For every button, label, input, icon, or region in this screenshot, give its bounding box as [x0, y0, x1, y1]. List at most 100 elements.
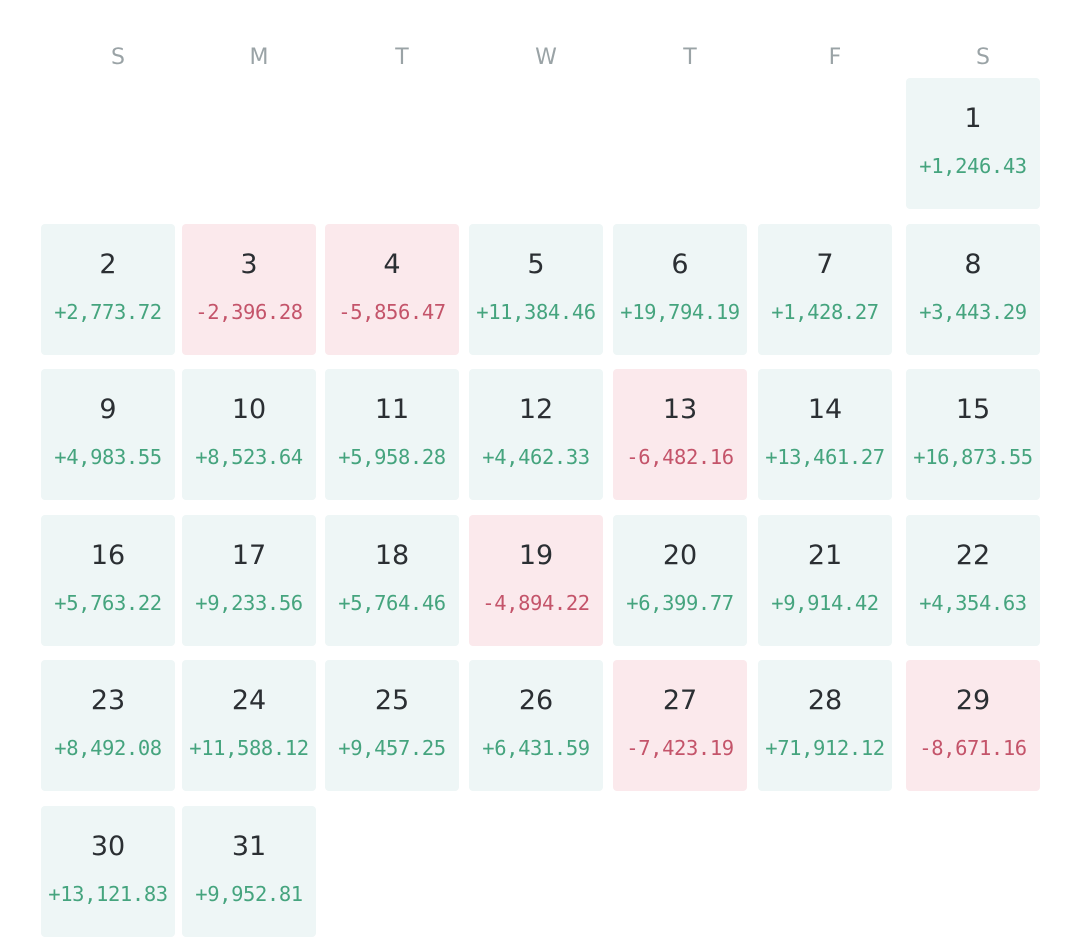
day-cell-14[interactable]: 14 +13,461.27 — [758, 369, 892, 500]
day-cell-25[interactable]: 25 +9,457.25 — [325, 660, 459, 791]
day-cell-7[interactable]: 7 +1,428.27 — [758, 223, 892, 355]
day-number: 23 — [90, 685, 126, 716]
day-number: 16 — [90, 539, 126, 571]
day-pnl-value: +11,588.12 — [189, 736, 309, 760]
day-pnl-value: +9,233.56 — [195, 590, 303, 615]
weekday-label: T — [395, 45, 409, 70]
day-pnl-value: +4,462.33 — [482, 445, 590, 469]
day-pnl-value: +5,763.22 — [54, 590, 162, 615]
day-number: 28 — [807, 685, 843, 716]
day-number: 12 — [518, 394, 554, 425]
day-number: 14 — [807, 394, 843, 425]
day-cell-5[interactable]: 5 +11,384.46 — [469, 223, 603, 355]
day-cell-16[interactable]: 16 +5,763.22 — [41, 514, 175, 646]
day-pnl-value: +8,492.08 — [54, 736, 162, 760]
day-number: 17 — [231, 539, 267, 571]
day-cell-29[interactable]: 29 -8,671.16 — [906, 660, 1040, 791]
day-cell-19[interactable]: 19 -4,894.22 — [469, 514, 603, 646]
day-number: 8 — [964, 248, 982, 280]
day-cell-30[interactable]: 30 +13,121.83 — [41, 805, 175, 937]
day-number: 6 — [671, 248, 689, 280]
day-cell-2[interactable]: 2 +2,773.72 — [41, 223, 175, 355]
day-number: 15 — [955, 394, 991, 425]
day-cell-24[interactable]: 24 +11,588.12 — [182, 660, 316, 791]
weekday-label: W — [535, 45, 557, 70]
day-pnl-value: +13,461.27 — [765, 445, 885, 469]
day-pnl-value: +9,952.81 — [195, 881, 303, 906]
day-pnl-value: +1,428.27 — [771, 299, 879, 324]
day-pnl-value: +5,958.28 — [338, 445, 446, 469]
day-pnl-value: +9,914.42 — [771, 590, 879, 615]
day-pnl-value: -8,671.16 — [919, 736, 1027, 760]
day-pnl-value: +16,873.55 — [913, 445, 1033, 469]
day-number: 9 — [99, 394, 117, 425]
day-pnl-value: +8,523.64 — [195, 445, 303, 469]
day-number: 20 — [662, 539, 698, 571]
day-number: 5 — [527, 248, 545, 280]
day-cell-4[interactable]: 4 -5,856.47 — [325, 223, 459, 355]
day-number: 2 — [99, 248, 117, 280]
day-number: 24 — [231, 685, 267, 716]
day-pnl-value: +2,773.72 — [54, 299, 162, 324]
day-pnl-value: -4,894.22 — [482, 590, 590, 615]
day-pnl-value: -5,856.47 — [338, 299, 446, 324]
day-pnl-value: +9,457.25 — [338, 736, 446, 760]
day-cell-18[interactable]: 18 +5,764.46 — [325, 514, 459, 646]
day-cell-26[interactable]: 26 +6,431.59 — [469, 660, 603, 791]
day-pnl-value: +19,794.19 — [620, 299, 740, 324]
day-number: 11 — [374, 394, 410, 425]
day-number: 10 — [231, 394, 267, 425]
day-pnl-value: +5,764.46 — [338, 590, 446, 615]
day-cell-1[interactable]: 1 +1,246.43 — [906, 78, 1040, 209]
day-number: 1 — [964, 103, 982, 134]
day-number: 29 — [955, 685, 991, 716]
day-number: 30 — [90, 830, 126, 862]
day-cell-28[interactable]: 28 +71,912.12 — [758, 660, 892, 791]
day-cell-17[interactable]: 17 +9,233.56 — [182, 514, 316, 646]
weekday-label: M — [249, 45, 269, 70]
day-number: 21 — [807, 539, 843, 571]
day-number: 26 — [518, 685, 554, 716]
day-number: 27 — [662, 685, 698, 716]
day-cell-27[interactable]: 27 -7,423.19 — [613, 660, 747, 791]
day-cell-13[interactable]: 13 -6,482.16 — [613, 369, 747, 500]
day-pnl-value: +3,443.29 — [919, 299, 1027, 324]
day-number: 22 — [955, 539, 991, 571]
day-pnl-value: +11,384.46 — [476, 299, 596, 324]
day-pnl-value: +13,121.83 — [48, 881, 168, 906]
day-cell-31[interactable]: 31 +9,952.81 — [182, 805, 316, 937]
day-cell-20[interactable]: 20 +6,399.77 — [613, 514, 747, 646]
day-pnl-value: -2,396.28 — [195, 299, 303, 324]
day-cell-10[interactable]: 10 +8,523.64 — [182, 369, 316, 500]
day-cell-15[interactable]: 15 +16,873.55 — [906, 369, 1040, 500]
day-pnl-value: +71,912.12 — [765, 736, 885, 760]
day-number: 31 — [231, 830, 267, 862]
day-number: 4 — [383, 248, 401, 280]
day-pnl-value: +1,246.43 — [919, 154, 1027, 178]
day-number: 18 — [374, 539, 410, 571]
weekday-label: T — [683, 45, 697, 70]
day-pnl-value: -6,482.16 — [626, 445, 734, 469]
weekday-label: S — [111, 45, 125, 70]
day-pnl-value: -7,423.19 — [626, 736, 734, 760]
day-cell-21[interactable]: 21 +9,914.42 — [758, 514, 892, 646]
day-pnl-value: +6,399.77 — [626, 590, 734, 615]
day-cell-11[interactable]: 11 +5,958.28 — [325, 369, 459, 500]
day-number: 13 — [662, 394, 698, 425]
day-cell-8[interactable]: 8 +3,443.29 — [906, 223, 1040, 355]
day-number: 25 — [374, 685, 410, 716]
day-cell-12[interactable]: 12 +4,462.33 — [469, 369, 603, 500]
day-cell-6[interactable]: 6 +19,794.19 — [613, 223, 747, 355]
day-cell-23[interactable]: 23 +8,492.08 — [41, 660, 175, 791]
day-number: 7 — [816, 248, 834, 280]
weekday-label: F — [828, 45, 842, 70]
day-cell-9[interactable]: 9 +4,983.55 — [41, 369, 175, 500]
day-number: 19 — [518, 539, 554, 571]
day-pnl-value: +6,431.59 — [482, 736, 590, 760]
day-pnl-value: +4,983.55 — [54, 445, 162, 469]
day-cell-22[interactable]: 22 +4,354.63 — [906, 514, 1040, 646]
day-number: 3 — [240, 248, 258, 280]
day-cell-3[interactable]: 3 -2,396.28 — [182, 223, 316, 355]
